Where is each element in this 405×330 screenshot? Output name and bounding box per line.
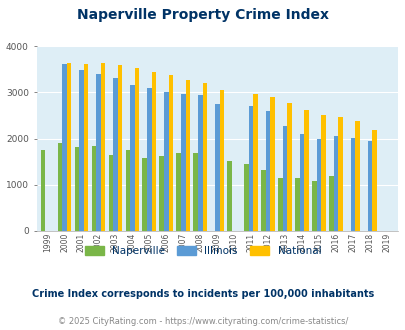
Bar bbox=[168, 75, 173, 231]
Bar bbox=[75, 147, 79, 231]
Bar bbox=[134, 68, 139, 231]
Text: Crime Index corresponds to incidents per 100,000 inhabitants: Crime Index corresponds to incidents per… bbox=[32, 289, 373, 299]
Bar bbox=[282, 126, 287, 231]
Bar bbox=[67, 63, 71, 231]
Bar bbox=[176, 153, 181, 231]
Bar bbox=[125, 150, 130, 231]
Bar bbox=[62, 64, 67, 231]
Bar bbox=[198, 95, 202, 231]
Bar bbox=[117, 65, 122, 231]
Bar bbox=[147, 88, 151, 231]
Bar bbox=[202, 83, 207, 231]
Bar bbox=[159, 156, 164, 231]
Bar bbox=[214, 104, 219, 231]
Bar bbox=[151, 72, 156, 231]
Bar bbox=[265, 111, 270, 231]
Bar bbox=[113, 78, 117, 231]
Bar bbox=[96, 74, 100, 231]
Bar bbox=[40, 150, 45, 231]
Bar bbox=[277, 178, 282, 231]
Bar bbox=[92, 147, 96, 231]
Bar bbox=[333, 136, 337, 231]
Bar bbox=[58, 143, 62, 231]
Bar bbox=[304, 110, 308, 231]
Bar bbox=[270, 97, 274, 231]
Bar bbox=[130, 85, 134, 231]
Bar bbox=[371, 130, 376, 231]
Bar bbox=[193, 153, 198, 231]
Bar bbox=[337, 117, 342, 231]
Bar bbox=[248, 106, 253, 231]
Bar bbox=[100, 63, 105, 231]
Text: Naperville Property Crime Index: Naperville Property Crime Index bbox=[77, 8, 328, 22]
Bar bbox=[316, 139, 320, 231]
Bar bbox=[320, 115, 325, 231]
Bar bbox=[350, 138, 354, 231]
Bar bbox=[164, 92, 168, 231]
Bar bbox=[311, 181, 316, 231]
Bar bbox=[79, 70, 83, 231]
Bar bbox=[294, 178, 299, 231]
Text: © 2025 CityRating.com - https://www.cityrating.com/crime-statistics/: © 2025 CityRating.com - https://www.city… bbox=[58, 317, 347, 326]
Bar bbox=[260, 171, 265, 231]
Legend: Naperville, Illinois, National: Naperville, Illinois, National bbox=[81, 242, 324, 260]
Bar bbox=[354, 121, 359, 231]
Bar bbox=[83, 64, 88, 231]
Bar bbox=[142, 158, 147, 231]
Bar bbox=[299, 134, 304, 231]
Bar bbox=[253, 94, 257, 231]
Bar bbox=[367, 141, 371, 231]
Bar bbox=[181, 94, 185, 231]
Bar bbox=[227, 161, 231, 231]
Bar bbox=[219, 90, 224, 231]
Bar bbox=[244, 164, 248, 231]
Bar bbox=[328, 177, 333, 231]
Bar bbox=[108, 155, 113, 231]
Bar bbox=[185, 80, 190, 231]
Bar bbox=[287, 103, 291, 231]
